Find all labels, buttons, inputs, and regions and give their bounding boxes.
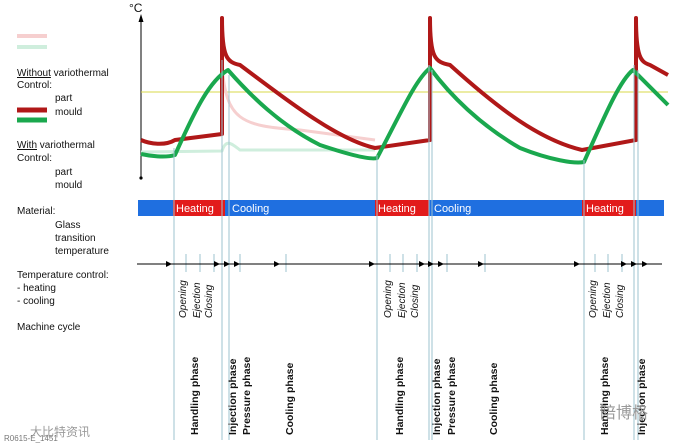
step-label-closing: Closing (615, 284, 626, 318)
cycle-step-labels: Opening Ejection Closing Opening Ejection Clo… (178, 280, 626, 318)
step-label-closing: Closing (204, 284, 215, 318)
cycle-phase-labels: Handling phase Injection phase Pressure ph… (189, 357, 648, 435)
timeline-arrow (224, 261, 230, 267)
legend-with-rest: variothermal (37, 140, 95, 151)
watermark-right: 陪博格 (600, 404, 648, 422)
cooling-control-label: - cooling (17, 296, 55, 307)
legend-without-word: Without (17, 68, 51, 79)
legend-part-label-1: part (55, 93, 72, 104)
phase-label-cooling: Cooling phase (488, 363, 500, 435)
phase-label-handling: Handling phase (189, 357, 201, 435)
machine-cycle-label: Machine cycle (17, 322, 81, 333)
step-label-opening: Opening (588, 280, 599, 318)
glass-label: Glass (55, 220, 81, 231)
step-label-ejection: Ejection (192, 282, 203, 318)
step-label-opening: Opening (383, 280, 394, 318)
legend-without-heading: Without variothermal (17, 68, 109, 79)
phase-label-injection: Injection phase (227, 358, 239, 435)
heating-segment-1 (173, 200, 225, 216)
step-label-ejection: Ejection (602, 282, 613, 318)
timeline-arrow (369, 261, 375, 267)
phase-label-pressure: Pressure phase (241, 357, 253, 435)
legend-mould-label-1: mould (55, 107, 82, 118)
legend-control-label-2: Control: (17, 153, 52, 164)
temperature-control-label: Temperature control: (17, 270, 109, 281)
cooling-label-2: Cooling (434, 203, 471, 215)
step-label-ejection: Ejection (397, 282, 408, 318)
axis-unit: °C (129, 1, 143, 15)
timeline-arrow (428, 261, 434, 267)
part-without-curve (220, 64, 376, 142)
step-label-opening: Opening (178, 280, 189, 318)
mould-with-curve (140, 66, 670, 165)
phase-label-injection: Injection phase (431, 358, 443, 435)
y-axis-arrow (138, 14, 144, 22)
phase-label-pressure: Pressure phase (446, 357, 458, 435)
timeline-arrow (214, 261, 220, 267)
cycle-guide-lines (173, 60, 639, 440)
heating-label-1: Heating (176, 203, 214, 215)
material-label: Material: (17, 206, 55, 217)
legend-mould-label-2: mould (55, 180, 82, 191)
step-label-closing: Closing (410, 284, 421, 318)
heating-control-label: - heating (17, 283, 56, 294)
timeline-arrow (478, 261, 484, 267)
phase-label-handling: Handling phase (394, 357, 406, 435)
timeline-arrow (166, 261, 172, 267)
legend-control-label-1: Control: (17, 80, 52, 91)
phase-label-injection: Injection phase (636, 358, 648, 435)
heating-segment-2 (375, 200, 429, 216)
heating-label-3: Heating (586, 203, 624, 215)
heating-label-2: Heating (378, 203, 416, 215)
legend-without-rest: variothermal (51, 68, 109, 79)
part-with-curve (140, 16, 669, 152)
watermark-left: 大比特资讯 (30, 424, 90, 439)
timeline-arrow (234, 261, 240, 267)
phase-label-handling: Handling phase (599, 357, 611, 435)
timeline-arrow (631, 261, 637, 267)
timeline-arrow (574, 261, 580, 267)
timeline-arrow (621, 261, 627, 267)
timeline-arrow (642, 261, 648, 267)
y-axis-origin (139, 176, 143, 180)
cooling-label-1: Cooling (232, 203, 269, 215)
timeline-arrow (274, 261, 280, 267)
legend-with-heading: With variothermal (17, 140, 95, 151)
timeline-arrow (419, 261, 425, 267)
timeline-arrow (438, 261, 444, 267)
heating-segment-3 (582, 200, 636, 216)
timeline-arrows (166, 261, 648, 267)
transition-label: transition (55, 233, 96, 244)
temperature-label: temperature (55, 246, 109, 257)
temperature-curves (140, 16, 670, 165)
legend-part-label-2: part (55, 167, 72, 178)
phase-label-cooling: Cooling phase (284, 363, 296, 435)
figure-code: R0615-E_1451 (4, 434, 58, 443)
legend-with-word: With (17, 140, 37, 151)
